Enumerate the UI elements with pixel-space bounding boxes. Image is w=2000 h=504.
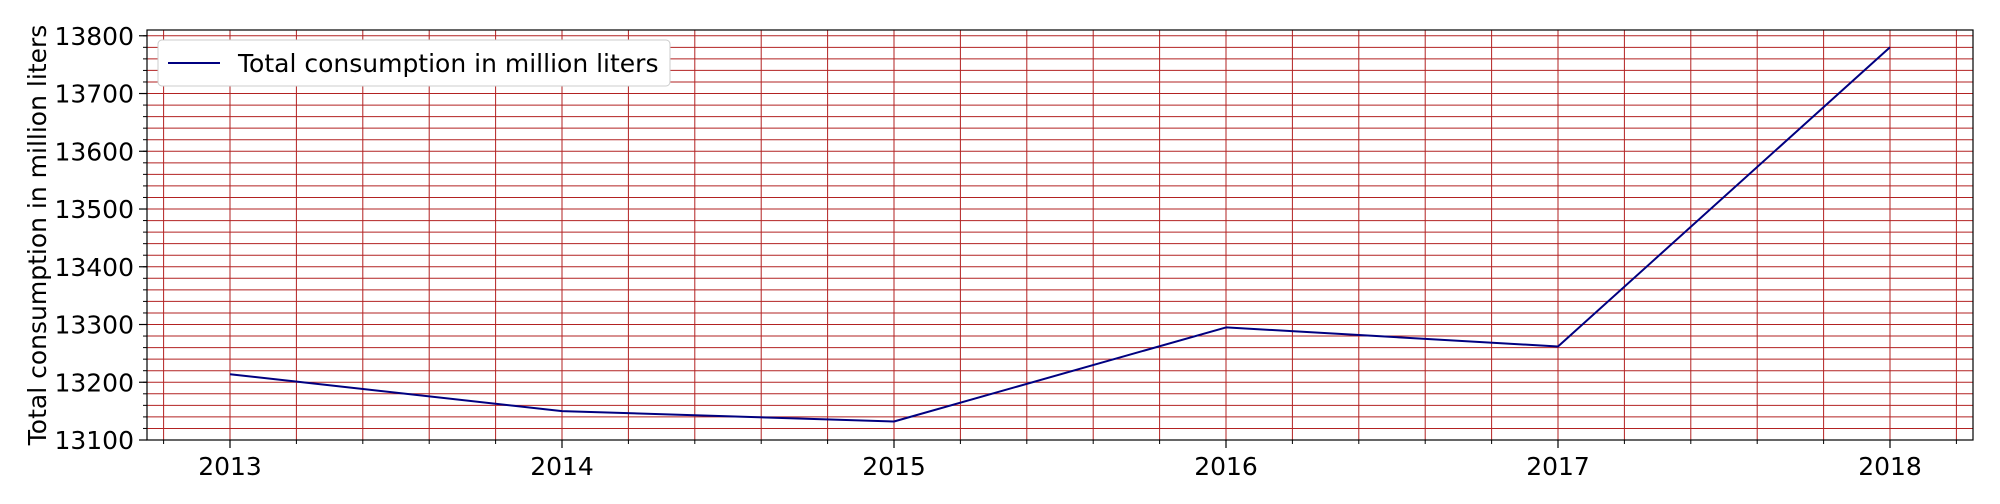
plot-area [147,30,1973,440]
y-tick-label: 13600 [54,137,134,166]
y-axis-label: Total consumption in million liters [23,25,52,446]
x-tick-label: 2017 [1526,452,1590,481]
legend: Total consumption in million liters [158,40,670,86]
series-line [230,47,1890,421]
axis-ticks: 2013 2014 2015 2016 2017 2018 13100 13200 13300 1… [54,22,1956,481]
legend-label: Total consumption in million liters [237,49,658,78]
x-tick-label: 2013 [198,452,262,481]
x-tick-label: 2015 [862,452,926,481]
y-tick-label: 13800 [54,22,134,51]
series-layer [230,47,1890,421]
x-tick-label: 2014 [530,452,594,481]
y-tick-label: 13400 [54,253,134,282]
y-tick-label: 13100 [54,426,134,455]
y-tick-label: 13700 [54,80,134,109]
grid [147,30,1973,440]
x-tick-label: 2016 [1194,452,1258,481]
y-tick-label: 13200 [54,368,134,397]
y-tick-label: 13500 [54,195,134,224]
x-tick-label: 2018 [1858,452,1922,481]
y-tick-label: 13300 [54,311,134,340]
